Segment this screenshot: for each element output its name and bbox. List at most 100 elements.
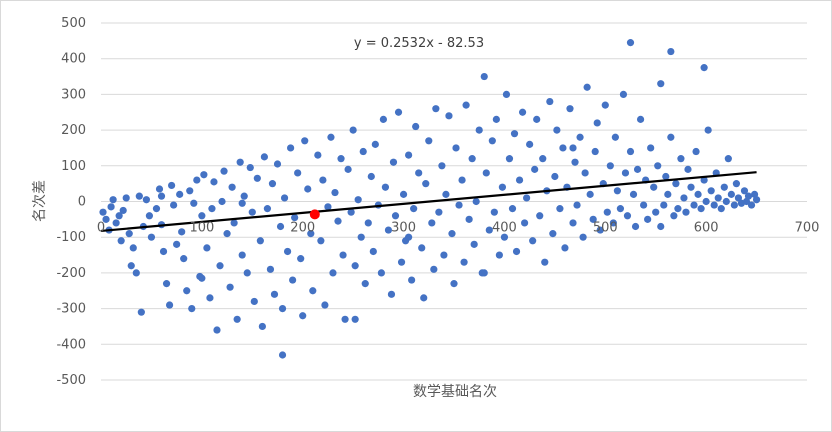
data-point [448, 230, 456, 238]
data-point [631, 222, 640, 231]
data-point [452, 144, 460, 152]
data-point [654, 162, 662, 170]
data-point [188, 305, 196, 313]
data-point [438, 162, 446, 170]
data-point [287, 144, 295, 152]
data-point [430, 265, 438, 273]
data-point [273, 160, 282, 168]
data-point [377, 269, 385, 277]
data-point [440, 251, 448, 259]
data-point [371, 140, 379, 148]
data-point [357, 233, 365, 241]
data-point [198, 274, 206, 282]
data-point [626, 147, 635, 156]
data-point [626, 39, 635, 47]
data-point [455, 201, 463, 209]
data-point [258, 322, 266, 331]
data-point [652, 208, 660, 216]
data-point [694, 190, 702, 198]
data-point [505, 155, 514, 163]
data-point [405, 151, 413, 159]
data-point [278, 351, 287, 359]
data-point [717, 205, 725, 213]
data-point [260, 153, 268, 161]
data-point [361, 280, 369, 288]
data-point [432, 105, 440, 113]
data-point [690, 201, 698, 209]
data-point [125, 230, 133, 238]
data-point [159, 247, 168, 256]
y-tick-label: -300 [56, 302, 86, 317]
data-point [238, 251, 246, 259]
data-point [445, 112, 453, 120]
data-point [408, 276, 416, 284]
data-point [155, 185, 164, 193]
data-point [460, 258, 468, 266]
data-point [581, 169, 589, 177]
data-point [732, 180, 741, 188]
data-point [157, 192, 166, 200]
data-point [387, 290, 396, 298]
data-point [650, 183, 658, 191]
data-point [490, 208, 498, 216]
data-point [551, 172, 559, 181]
highlight-point [309, 209, 320, 220]
data-point [482, 169, 490, 177]
y-tick-label: 0 [78, 195, 86, 210]
data-point [435, 208, 443, 216]
data-point [280, 194, 289, 202]
data-point [216, 262, 224, 270]
data-point [99, 208, 107, 216]
data-point [623, 212, 632, 220]
data-point [112, 219, 120, 227]
data-point [384, 226, 393, 234]
data-point [317, 237, 325, 245]
data-point [238, 199, 246, 207]
y-axis-ticks: 500 400 300 200 100 0 -100 -200 -300 -400 -500 [56, 16, 86, 388]
data-point [495, 251, 503, 259]
data-point [314, 151, 322, 159]
data-point [391, 212, 400, 220]
data-point [674, 205, 682, 213]
data-point [475, 126, 483, 134]
data-point [730, 201, 738, 209]
data-point [107, 203, 115, 211]
data-point [127, 262, 135, 270]
data-point [521, 219, 529, 227]
data-point [129, 244, 137, 252]
data-point [339, 251, 347, 259]
data-point [700, 64, 708, 72]
data-point [573, 201, 581, 209]
data-point [236, 158, 244, 166]
data-point [253, 174, 261, 182]
data-point [319, 176, 327, 184]
data-point [180, 255, 188, 263]
data-point [586, 190, 594, 198]
data-point [670, 212, 678, 220]
data-point [442, 190, 450, 198]
data-point [233, 315, 241, 323]
data-point [412, 122, 420, 131]
data-point [492, 115, 500, 123]
data-point [193, 176, 201, 184]
data-point [309, 287, 317, 295]
data-point [561, 244, 569, 252]
data-point [569, 144, 577, 152]
data-point [246, 163, 254, 172]
data-point [462, 101, 470, 109]
data-point [616, 205, 625, 213]
data-point [579, 233, 587, 241]
data-point [559, 144, 567, 152]
data-point [556, 205, 564, 213]
highlight-group [309, 209, 320, 220]
data-point [109, 196, 117, 204]
data-point [278, 305, 287, 313]
data-point [367, 172, 375, 181]
y-tick-label: 100 [61, 159, 86, 174]
data-point [230, 219, 238, 227]
data-point [173, 240, 181, 248]
data-point [700, 176, 708, 184]
data-point [720, 183, 728, 191]
data-point [250, 297, 258, 306]
data-point [122, 194, 130, 202]
